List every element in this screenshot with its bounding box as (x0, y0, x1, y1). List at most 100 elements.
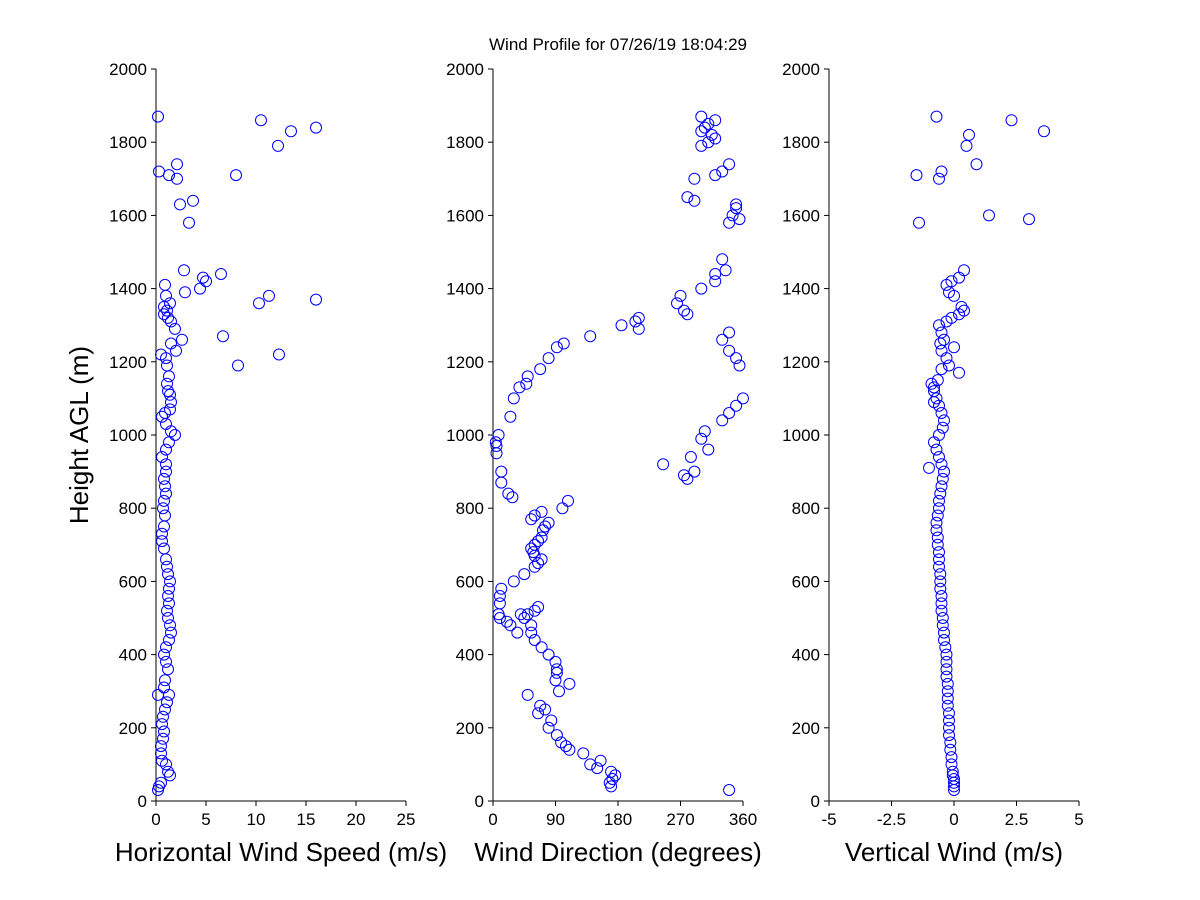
data-point (562, 494, 574, 507)
data-point (930, 392, 943, 405)
data-point (934, 575, 947, 588)
data-point (535, 641, 548, 654)
data-point (160, 487, 172, 500)
data-point (594, 754, 607, 767)
data-point (577, 747, 590, 760)
y-tick-label: 600 (119, 572, 147, 591)
data-point (726, 209, 739, 222)
data-point (532, 535, 545, 548)
data-point (935, 363, 948, 376)
data-point (938, 626, 950, 639)
data-point (940, 648, 953, 661)
y-tick-label: 400 (456, 646, 484, 665)
data-point (939, 641, 952, 654)
data-point (156, 410, 168, 423)
data-point (504, 619, 517, 632)
data-point (934, 582, 947, 595)
data-point (162, 311, 174, 324)
data-point (163, 688, 175, 701)
y-tick-label: 2000 (446, 60, 484, 79)
data-point (162, 765, 174, 778)
data-point (678, 469, 690, 482)
data-point (632, 322, 645, 335)
data-point (161, 696, 173, 709)
data-point (702, 443, 715, 456)
data-point (525, 542, 538, 555)
data-point (217, 330, 229, 343)
data-point (730, 198, 743, 211)
y-tick-label: 1000 (109, 426, 147, 445)
x-tick-label: -2.5 (877, 810, 906, 829)
data-point (194, 282, 206, 295)
data-point (730, 399, 743, 412)
data-point (935, 597, 948, 610)
data-point (941, 677, 954, 690)
data-point (1038, 125, 1050, 138)
data-point (164, 297, 176, 310)
x-tick-label: 2.5 (1005, 810, 1029, 829)
data-point (678, 304, 690, 317)
panel-3: 0 200 400 600 800 1000 1200 1400 1600 1800 2000 -5 -… (782, 60, 1084, 867)
data-point (525, 626, 538, 639)
data-point (698, 425, 711, 438)
data-point (187, 194, 199, 207)
data-point (534, 699, 547, 712)
data-point (930, 443, 943, 456)
data-point (632, 311, 645, 324)
data-point (928, 436, 940, 449)
data-point (152, 688, 164, 701)
data-point (230, 169, 242, 182)
data-point (584, 758, 597, 771)
data-point (158, 494, 170, 507)
y-tick-label: 1400 (446, 280, 484, 299)
y-tick-label: 1600 (109, 206, 147, 225)
data-point (941, 685, 954, 698)
data-point (928, 381, 940, 394)
data-point (153, 165, 165, 178)
data-point (158, 472, 170, 485)
data-point (160, 443, 172, 456)
data-point (936, 612, 949, 624)
data-point (730, 352, 743, 365)
data-point (716, 165, 729, 178)
data-point (539, 520, 552, 533)
data-point (542, 648, 555, 661)
y-tick-label: 400 (119, 646, 147, 665)
data-point (723, 344, 736, 357)
data-point (938, 634, 950, 646)
data-point (719, 264, 732, 277)
y-tick-label: 200 (456, 719, 484, 738)
data-point (545, 714, 558, 727)
data-point (159, 278, 171, 291)
data-point (933, 319, 945, 332)
data-point (936, 421, 949, 434)
y-tick-label: 2000 (782, 60, 820, 79)
data-point (507, 392, 520, 405)
data-point (156, 535, 168, 548)
data-point (705, 128, 718, 141)
data-point (938, 333, 950, 346)
data-point (591, 762, 604, 775)
data-point (152, 110, 164, 123)
x-tick-label: 25 (397, 810, 416, 829)
data-point (550, 729, 563, 742)
data-point (273, 348, 285, 361)
data-point (948, 341, 960, 354)
data-point (695, 282, 708, 295)
data-point (502, 487, 515, 500)
data-point (158, 542, 170, 555)
data-point (158, 681, 170, 694)
data-point (935, 344, 948, 357)
y-tick-label: 600 (792, 572, 820, 591)
data-point (935, 165, 948, 178)
data-point (606, 773, 619, 785)
y-tick-label: 1000 (446, 426, 484, 445)
data-point (945, 311, 958, 324)
data-point (532, 601, 545, 613)
data-point (527, 546, 540, 559)
data-point (179, 286, 191, 299)
data-point (716, 253, 729, 266)
data-point (511, 626, 524, 639)
data-point (534, 363, 547, 376)
data-point (272, 139, 284, 152)
